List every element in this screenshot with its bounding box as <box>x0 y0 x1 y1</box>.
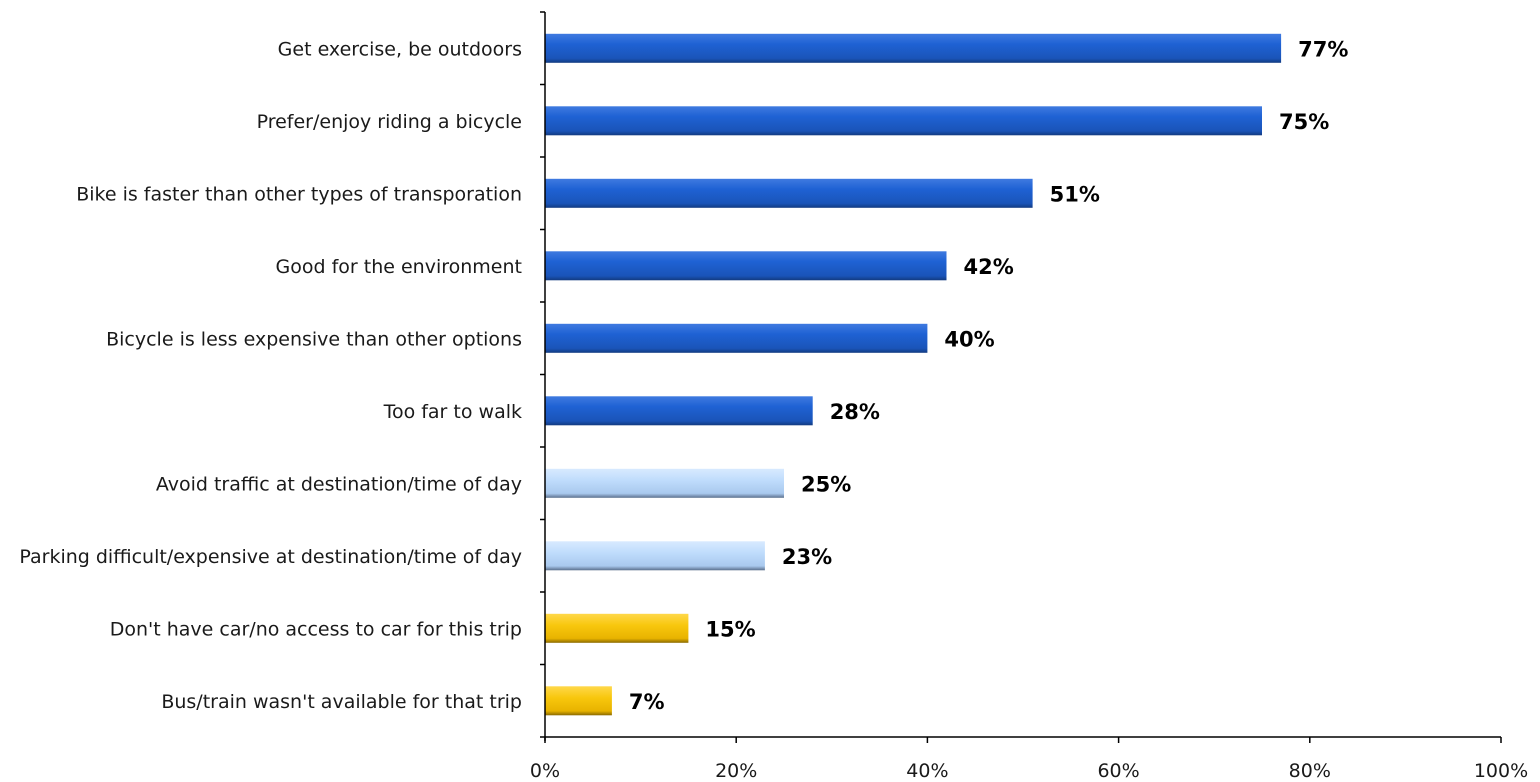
value-label: 77% <box>1298 37 1348 61</box>
value-label: 23% <box>782 545 832 569</box>
category-label: Don't have car/no access to car for this… <box>110 618 522 640</box>
bar-3 <box>545 178 1033 208</box>
bar-4 <box>545 251 947 281</box>
value-label: 51% <box>1050 182 1100 206</box>
value-labels: 77% 75% 51% 42% 40% 28% 25% 23% 15% 7% <box>629 37 1348 714</box>
axes: 0% 20% 40% 60% 80% 100% <box>530 11 1528 782</box>
value-label: 7% <box>629 690 665 714</box>
x-tick-label: 0% <box>530 760 560 782</box>
bar-7 <box>545 468 784 498</box>
category-label: Avoid traffic at destination/time of day <box>156 473 522 495</box>
bar-2 <box>545 106 1262 136</box>
x-tick-label: 20% <box>715 760 757 782</box>
value-label: 42% <box>964 255 1014 279</box>
value-label: 28% <box>830 400 880 424</box>
category-label: Get exercise, be outdoors <box>278 38 522 60</box>
bar-1 <box>545 33 1282 63</box>
bar-9 <box>545 613 689 643</box>
value-label: 15% <box>705 617 755 641</box>
bars-layer <box>545 33 1282 716</box>
category-label: Bike is faster than other types of trans… <box>76 183 522 205</box>
x-tick-label: 60% <box>1097 760 1139 782</box>
category-label: Parking difficult/expensive at destinati… <box>19 546 522 568</box>
value-label: 75% <box>1279 110 1329 134</box>
bar-5 <box>545 323 928 353</box>
bar-6 <box>545 396 813 426</box>
category-label: Bicycle is less expensive than other opt… <box>106 328 522 350</box>
x-tick-label: 40% <box>906 760 948 782</box>
bar-10 <box>545 686 612 716</box>
category-label: Too far to walk <box>383 401 522 423</box>
value-label: 40% <box>944 327 994 351</box>
bar-8 <box>545 541 765 571</box>
category-label: Bus/train wasn't available for that trip <box>161 691 522 713</box>
category-labels: Get exercise, be outdoors Prefer/enjoy ri… <box>19 38 522 713</box>
category-label: Good for the environment <box>276 256 522 278</box>
x-tick-label: 100% <box>1474 760 1528 782</box>
x-tick-label: 80% <box>1289 760 1331 782</box>
value-label: 25% <box>801 472 851 496</box>
category-label: Prefer/enjoy riding a bicycle <box>257 111 522 133</box>
